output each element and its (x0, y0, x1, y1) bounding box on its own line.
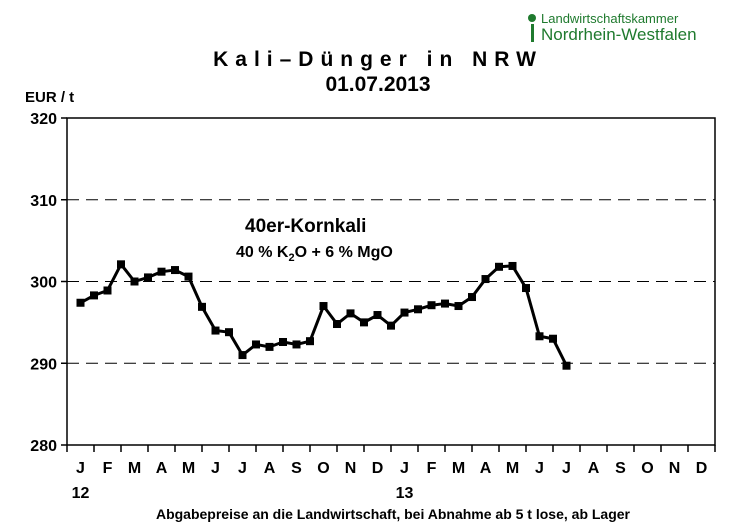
data-point (198, 302, 206, 311)
data-point (360, 318, 368, 327)
data-point (90, 291, 98, 300)
x-tick-label: F (427, 460, 437, 477)
data-point (117, 260, 125, 269)
data-point (171, 266, 179, 275)
data-point (427, 301, 436, 310)
data-point (225, 328, 233, 337)
x-tick-label: J (535, 460, 544, 477)
x-tick-label: M (506, 460, 519, 477)
x-tick-label: N (345, 460, 357, 477)
data-point (535, 332, 544, 341)
x-tick-label: D (372, 460, 384, 477)
x-tick-label: O (641, 460, 653, 477)
data-point (468, 293, 476, 302)
x-tick-label: J (211, 460, 220, 477)
data-point (157, 267, 166, 276)
x-tick-label: D (696, 460, 708, 477)
data-point (130, 277, 139, 286)
product-composition: 40 % K2O + 6 % MgO (236, 244, 393, 264)
x-tick-label: A (156, 460, 168, 477)
x-tick-label: M (128, 460, 141, 477)
data-point (76, 298, 85, 307)
data-point (549, 334, 557, 343)
data-point (522, 284, 530, 293)
data-point (265, 342, 274, 351)
data-point (211, 326, 220, 335)
data-point (103, 286, 112, 295)
chart-date: 01.07.2013 (325, 73, 431, 96)
x-tick-label: F (103, 460, 113, 477)
composition-suffix: O + 6 % MgO (294, 244, 393, 261)
data-point (144, 273, 152, 282)
series-line (79, 262, 568, 367)
x-tick-label: A (480, 460, 492, 477)
data-point (306, 337, 314, 346)
logo-line1: Landwirtschaftskammer (541, 11, 679, 26)
data-point (252, 340, 260, 349)
composition-sub: 2 (288, 252, 295, 265)
y-tick-label: 310 (30, 193, 57, 210)
y-tick-label: 300 (30, 275, 57, 292)
data-point (481, 275, 490, 284)
data-point (441, 299, 449, 308)
x-tick-label: M (452, 460, 465, 477)
logo-leaf-icon (528, 14, 536, 42)
data-point (400, 308, 409, 317)
data-point (346, 309, 355, 318)
x-tick-label: J (238, 460, 247, 477)
x-tick-label: J (400, 460, 409, 477)
year-label: 12 (72, 485, 90, 502)
data-point (454, 302, 463, 311)
y-tick-label: 290 (30, 356, 57, 373)
y-axis-label: EUR / t (25, 89, 75, 106)
data-point (373, 311, 382, 320)
data-point (414, 305, 422, 314)
data-point (508, 261, 517, 270)
product-name: 40er-Kornkali (245, 216, 367, 237)
data-point (562, 361, 571, 370)
x-tick-label: N (669, 460, 681, 477)
data-point (279, 337, 287, 346)
data-point (238, 351, 247, 360)
data-point (495, 262, 503, 271)
footer-note: Abgabepreise an die Landwirtschaft, bei … (155, 506, 631, 522)
x-tick-label: S (291, 460, 302, 477)
chart-title: Kali–Dünger in NRW (213, 48, 543, 71)
x-tick-label: J (76, 460, 85, 477)
x-tick-label: O (317, 460, 329, 477)
y-tick-label: 320 (30, 111, 57, 128)
y-tick-label: 280 (30, 438, 57, 455)
x-tick-label: A (588, 460, 600, 477)
x-tick-label: J (562, 460, 571, 477)
data-point (387, 321, 395, 330)
x-tick-label: S (615, 460, 626, 477)
data-point (184, 272, 193, 281)
composition-prefix: 40 % K (236, 244, 289, 261)
data-point (319, 302, 328, 311)
data-point (292, 340, 301, 349)
x-tick-label: A (264, 460, 276, 477)
year-label: 13 (396, 485, 414, 502)
x-tick-label: M (182, 460, 195, 477)
logo-line2: Nordrhein-Westfalen (541, 25, 697, 44)
data-point (333, 320, 341, 329)
